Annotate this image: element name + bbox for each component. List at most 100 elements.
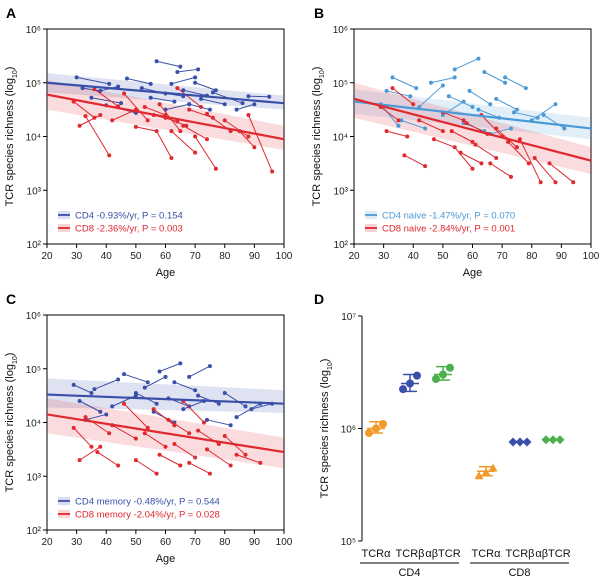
- panel-b-data-point: [461, 118, 466, 123]
- panel-b-x-axis-label: Age: [463, 267, 483, 279]
- panel-a-data-point: [116, 84, 121, 89]
- panel-c-x-tick-label: 20: [41, 537, 53, 548]
- panel-c-subject-trajectory: [94, 379, 119, 390]
- panel-letter-d: D: [314, 291, 324, 307]
- panel-d-y-tick-label: 10⁶: [341, 425, 356, 436]
- panel-a-subject-trajectory: [200, 98, 225, 105]
- panel-c-subject-trajectory: [182, 400, 205, 423]
- panel-b-data-point: [511, 110, 516, 115]
- panel-b-subject-trajectory: [418, 85, 444, 108]
- panel-b-data-point: [470, 166, 475, 171]
- panel-b-y-axis-label: TCR species richness (log10): [311, 67, 326, 207]
- panel-c-data-point: [83, 415, 88, 420]
- panel-a-data-point: [193, 150, 198, 155]
- panel-a-data-point: [74, 75, 79, 80]
- panel-d-category-label: TCRβ: [506, 548, 535, 560]
- panel-a-data-point: [175, 70, 180, 74]
- panel-c-subject-trajectory: [97, 451, 119, 466]
- panel-c-data-point: [178, 463, 183, 468]
- panel-b-data-point: [402, 153, 407, 158]
- panel-c-subject-trajectory: [79, 400, 101, 413]
- panel-a-subject-trajectory: [236, 103, 255, 111]
- panel-a-legend-label: CD4 -0.93%/yr, P = 0.154: [75, 211, 183, 222]
- panel-c-subject-trajectory: [123, 373, 148, 383]
- panel-c-x-tick-label: 40: [101, 537, 113, 548]
- panel-c-y-tick-label: 10⁶: [26, 311, 41, 322]
- panel-a-subject-trajectory: [224, 119, 249, 137]
- panel-c-data-point: [228, 423, 233, 428]
- panel-b-data-point: [562, 126, 567, 131]
- panel-b-data-point: [440, 83, 445, 88]
- panel-a-data-point: [187, 107, 192, 112]
- panel-c-data-point: [151, 407, 156, 412]
- panel-b-data-point: [517, 137, 522, 142]
- panel-c-data-point: [193, 388, 198, 393]
- panel-d-data-point: [413, 371, 421, 380]
- panel-c-subject-trajectory: [144, 376, 166, 389]
- panel-b-data-point: [503, 75, 508, 80]
- panel-c-data-point: [116, 377, 121, 382]
- panel-a-data-point: [110, 118, 115, 123]
- panel-c-data-point: [163, 374, 168, 379]
- panel-c-subject-trajectory: [224, 392, 246, 407]
- panel-b-subject-trajectory: [490, 162, 512, 178]
- panel-c-data-point: [122, 401, 127, 406]
- panel-c-subject-trajectory: [236, 454, 261, 464]
- panel-c-data-point: [196, 393, 201, 398]
- panel-a-data-point: [124, 76, 129, 81]
- panel-b-x-tick-label: 70: [497, 251, 509, 262]
- panel-a-y-tick-label: 10⁴: [26, 133, 41, 144]
- panel-a-data-point: [252, 102, 257, 107]
- panel-a-data-point: [181, 123, 186, 128]
- panel-a-x-tick-label: 20: [41, 251, 53, 262]
- panel-b-x-tick-label: 90: [556, 251, 568, 262]
- panel-a-x-tick-label: 100: [276, 251, 293, 262]
- panel-b-subject-trajectory: [460, 152, 482, 164]
- panel-c-subject-trajectory: [123, 403, 149, 429]
- panel-a-subject-trajectory: [123, 93, 149, 121]
- panel-d-data-point: [399, 385, 407, 394]
- panel-a-subject-trajectory: [189, 109, 214, 119]
- panel-a-data-point: [234, 107, 239, 112]
- panel-b-x-tick-label: 40: [408, 251, 420, 262]
- panel-d-data-point: [481, 467, 491, 476]
- panel-b-subject-trajectory: [504, 76, 527, 89]
- panel-d-category-label: αβTCR: [425, 548, 460, 560]
- panel-d-y-tick-label: 10⁷: [341, 312, 356, 323]
- panel-b-data-point: [452, 67, 457, 72]
- panel-a-subject-trajectory: [194, 82, 217, 91]
- panel-a-data-point: [169, 81, 174, 86]
- panel-b-data-point: [553, 102, 558, 107]
- panel-d-category-label: αβTCR: [535, 548, 570, 560]
- panel-a-subject-trajectory: [177, 68, 199, 73]
- panel-c-x-tick-label: 80: [219, 537, 231, 548]
- panel-c-data-point: [243, 452, 248, 457]
- panel-c-data-point: [181, 407, 186, 412]
- panel-b-subject-trajectory: [404, 154, 426, 167]
- panel-b-x-tick-label: 30: [378, 251, 390, 262]
- panel-d-data-point: [379, 420, 387, 428]
- panel-d-category-label: TCRβ: [396, 548, 425, 560]
- panel-a-data-point: [119, 101, 124, 106]
- panel-b-data-point: [396, 118, 401, 123]
- panel-a-data-point: [178, 129, 183, 134]
- panel-a-data-point: [157, 102, 162, 107]
- panel-c-data-point: [234, 452, 239, 457]
- panel-a-data-point: [222, 118, 227, 123]
- panel-b-subject-trajectory: [392, 87, 414, 105]
- panel-b-legend-label: CD4 naive -1.47%/yr, P = 0.070: [382, 211, 515, 222]
- panel-a-data-point: [145, 118, 150, 123]
- panel-a-data-point: [222, 102, 227, 107]
- panel-a-subject-trajectory: [73, 101, 95, 119]
- panel-a-data-point: [80, 86, 85, 91]
- panel-b-subject-trajectory: [495, 98, 518, 111]
- panel-a-data-point: [213, 166, 218, 171]
- panel-b-subject-trajectory: [481, 114, 503, 137]
- panel-b-plot-area: [354, 56, 591, 185]
- panel-a-x-tick-label: 30: [71, 251, 83, 262]
- panel-c-data-point: [98, 444, 103, 449]
- panel-b-subject-trajectory: [401, 119, 426, 129]
- panel-b-data-point: [476, 56, 481, 61]
- panel-b-data-point: [476, 107, 481, 112]
- panel-a-data-point: [107, 81, 112, 86]
